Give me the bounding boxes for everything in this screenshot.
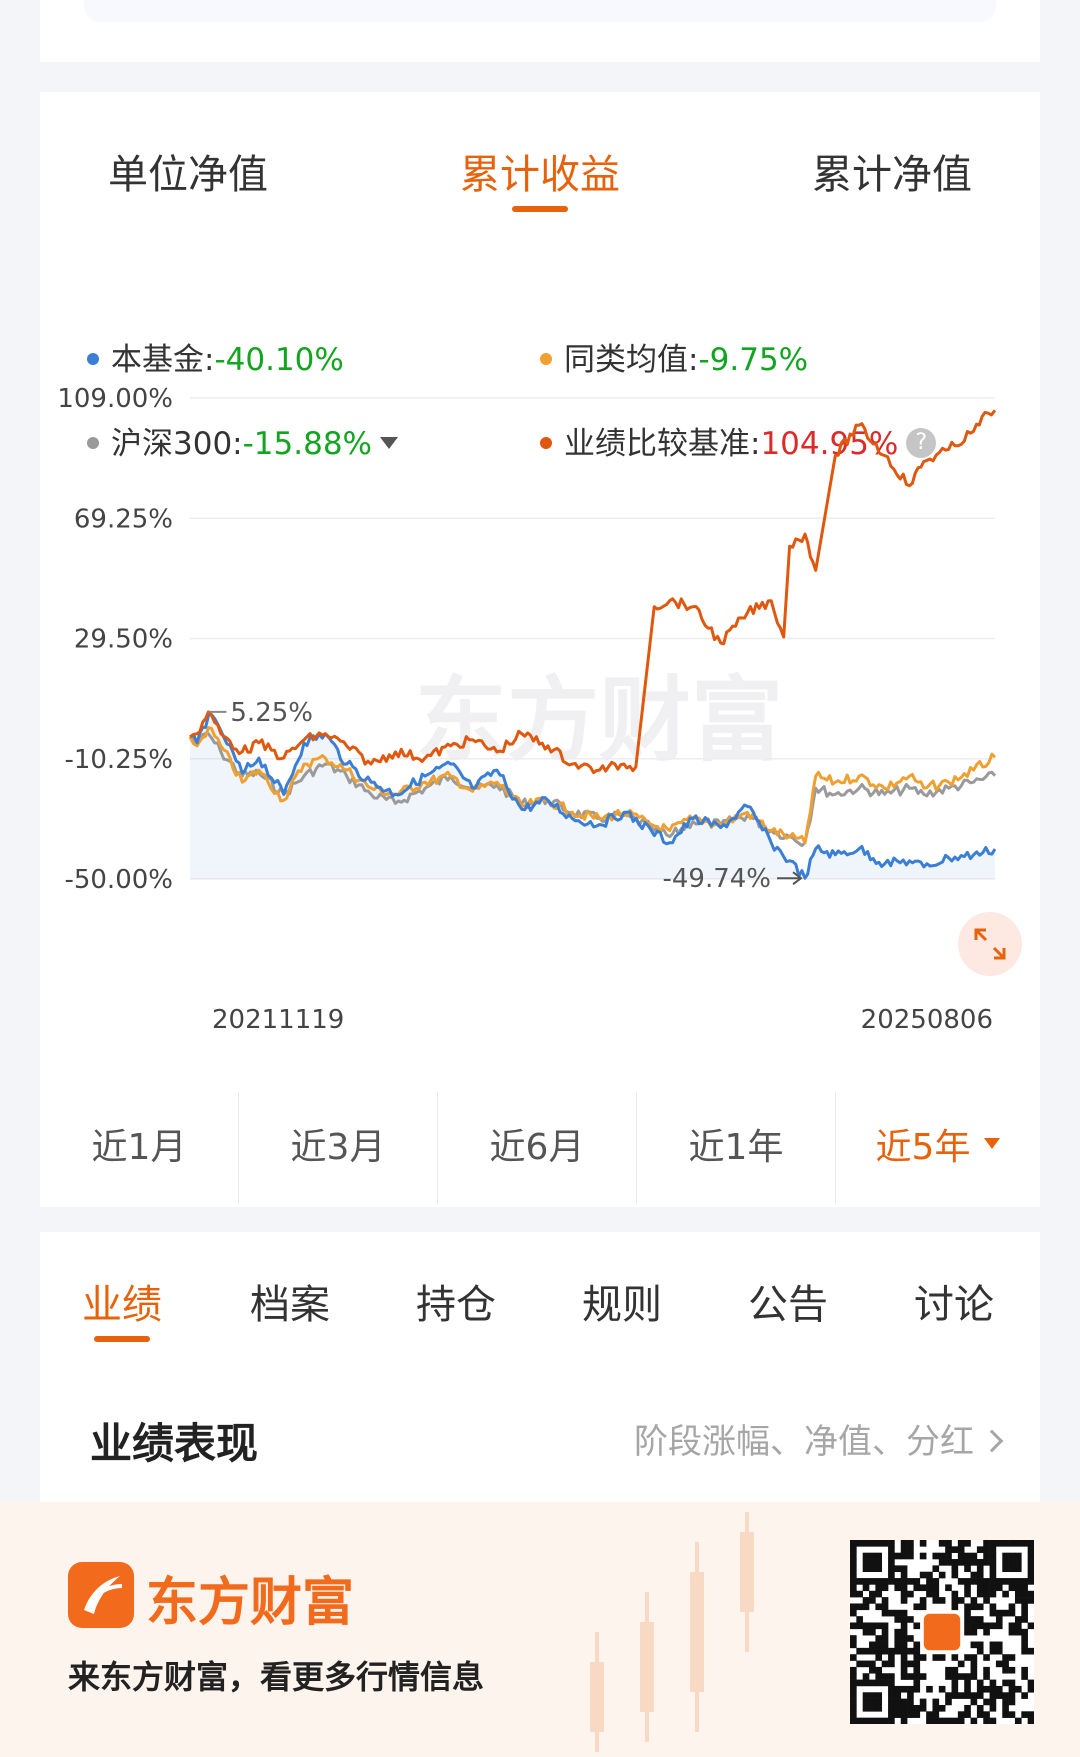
legend-fund-value: -40.10% [214,342,344,378]
period-selector: 近1月 近3月 近6月 近1年 近5年 [0,1092,1080,1204]
x-tick-end: 20250806 [861,1005,993,1035]
legend-hs300-value: -15.88% [242,426,373,462]
cumulative-return-chart[interactable]: 东方财富 109.00% 69.25% 29.50% -10.25% -50.00% 2… [40,92,1040,1052]
fund-area-fill [190,714,995,879]
legend-benchmark[interactable]: 业绩比较基准:104.95%? [540,418,937,463]
eastmoney-logo-icon [68,1562,134,1628]
top-card-remnant [40,0,1040,62]
footer-banner[interactable]: 东方财富 来东方财富，看更多行情信息 [0,1502,1080,1757]
footer-tagline: 来东方财富，看更多行情信息 [68,1658,485,1696]
tab-cumulative-return[interactable]: 累计收益 [420,142,660,212]
min-annotation-arrow [777,871,803,886]
caret-down-icon [984,1137,1001,1149]
legend-hs300[interactable]: 沪深300:-15.88% [87,418,399,463]
tab-holdings[interactable]: 持仓 [416,1282,496,1328]
y-tick-label: -10.25% [64,745,173,775]
chart-card: 单位净值 累计收益 累计净值 本基金:-40.10% 同类均值:-9.75% 沪… [40,92,1040,1207]
y-tick-label: 109.00% [57,384,173,414]
performance-link[interactable]: 阶段涨幅、净值、分红 [634,1414,1004,1463]
tab-active-indicator [512,206,568,212]
qr-code-icon[interactable] [850,1540,1035,1725]
performance-title: 业绩表现 [90,1419,259,1468]
y-tick-label: 69.25% [74,504,173,534]
legend-fund[interactable]: 本基金:-40.10% [87,334,344,379]
y-tick-label: -50.00% [64,865,173,895]
legend-dot-hs300 [87,436,99,449]
top-card-inner [84,0,996,22]
series-line [188,726,997,845]
legend-category-avg[interactable]: 同类均值:-9.75% [540,334,808,379]
chevron-right-icon [980,1429,1004,1453]
legend-hs300-name: 沪深300 [111,426,233,462]
legend-category-name: 同类均值 [564,342,688,378]
series-line [189,732,997,848]
section-tabs-card: 业绩 档案 持仓 规则 公告 讨论 业绩表现 阶段涨幅、净值、分红 [40,1232,1040,1502]
y-tick-label: 29.50% [74,625,173,655]
max-annotation-label: 5.25% [230,698,313,728]
tab-announcements[interactable]: 公告 [748,1282,828,1328]
footer-bg-candles [590,1512,754,1752]
tab-cumulative-nav[interactable]: 累计净值 [812,152,972,198]
legend-benchmark-name: 业绩比较基准 [564,426,750,462]
chart-watermark: 东方财富 [415,667,783,774]
period-6m[interactable]: 近6月 [438,1092,637,1204]
tab-performance[interactable]: 业绩 [52,1272,192,1342]
chart-type-tabs: 单位净值 累计收益 累计净值 [40,142,1040,212]
legend-category-value: -9.75% [698,342,809,378]
question-circle-icon[interactable]: ? [906,427,937,458]
tab-unit-nav[interactable]: 单位净值 [108,152,268,198]
chart-annotations: 5.25% -49.74% [208,698,803,894]
period-1y[interactable]: 近1年 [637,1092,836,1204]
period-3m[interactable]: 近3月 [239,1092,438,1204]
period-1m[interactable]: 近1月 [40,1092,239,1204]
tab-profile[interactable]: 档案 [250,1282,330,1328]
legend-dot-fund [87,352,99,365]
legend-dot-benchmark [540,436,552,449]
y-axis-ticks: 109.00% 69.25% 29.50% -10.25% -50.00% [57,384,173,895]
x-tick-start: 20211119 [212,1005,344,1035]
chart-series-lines [188,409,997,880]
expand-arrows-icon[interactable] [958,912,1022,976]
caret-down-icon[interactable] [380,436,399,449]
period-5y[interactable]: 近5年 [836,1092,1040,1204]
tab-discussion[interactable]: 讨论 [914,1282,994,1328]
series-line [189,409,997,775]
section-tab-indicator [94,1336,150,1342]
footer-brand: 东方财富 [146,1573,355,1633]
legend-dot-category [540,352,552,365]
legend-fund-name: 本基金 [111,342,204,378]
min-annotation-label: -49.74% [662,864,771,894]
tab-rules[interactable]: 规则 [582,1282,662,1328]
